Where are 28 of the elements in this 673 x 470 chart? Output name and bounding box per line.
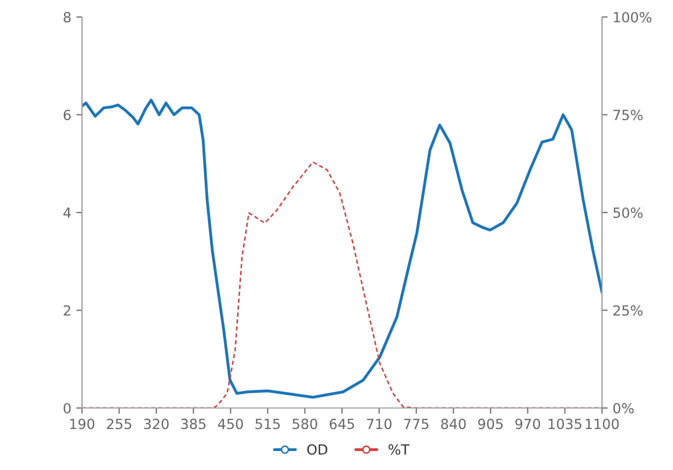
y-tick-label: 8 xyxy=(64,12,71,22)
x-tick-label: 970 xyxy=(515,418,540,430)
x-tick-label: 840 xyxy=(441,418,466,430)
x-tick-label: 710 xyxy=(367,418,392,430)
y2-tick-label: 50% xyxy=(613,207,643,218)
x-tick-label: 450 xyxy=(218,418,243,430)
y2-tick-label: 75% xyxy=(614,110,643,120)
x-tick-label: 580 xyxy=(292,418,318,430)
x-tick-label: 515 xyxy=(256,418,280,430)
y-tick-label: 2 xyxy=(64,305,70,316)
y-tick-label: 4 xyxy=(63,208,71,218)
x-tick-label: 775 xyxy=(404,418,428,430)
legend-label: %T xyxy=(388,444,410,455)
y2-tick-label: 25% xyxy=(613,305,643,316)
x-tick-label: 190 xyxy=(70,418,94,430)
x-tick-label: 645 xyxy=(330,418,354,430)
y-tick-label: 0 xyxy=(64,402,71,414)
x-tick-label: 1035 xyxy=(548,418,582,430)
x-tick-label: 1100 xyxy=(586,418,619,430)
y2-tick-label: 100% xyxy=(614,12,652,22)
legend-label: OD xyxy=(307,444,328,455)
x-tick-label: 905 xyxy=(478,418,503,430)
y2-tick-label: 0% xyxy=(613,402,634,414)
line-series xyxy=(82,98,602,399)
x-tick-label: 320 xyxy=(144,418,169,430)
x-tick-label: 385 xyxy=(181,418,206,430)
y-tick-label: 6 xyxy=(64,110,71,120)
x-tick-label: 255 xyxy=(106,418,132,430)
